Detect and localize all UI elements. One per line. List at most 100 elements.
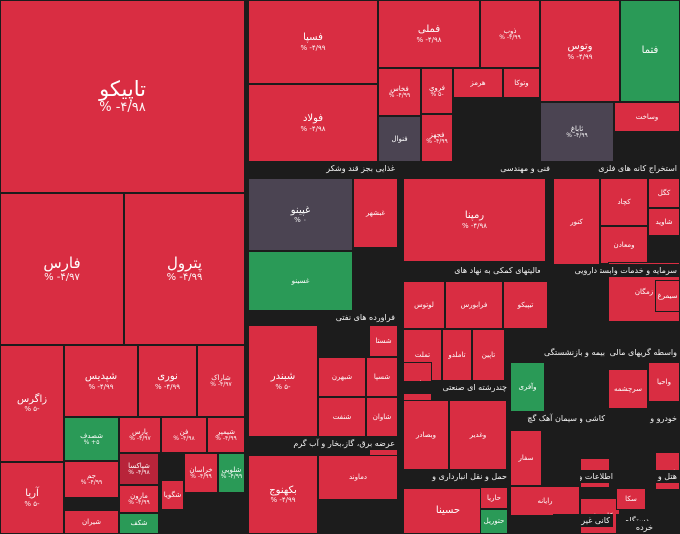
symbol-tile[interactable]: آریا% ۵-	[0, 462, 64, 534]
sector-header: سیمان آهک گچ	[510, 412, 580, 425]
symbol-tile[interactable]: تاپین	[472, 329, 505, 381]
symbol-change: % -۴/۹۹	[270, 496, 296, 505]
symbol-tile[interactable]: فرابورس	[445, 281, 503, 329]
symbol-tile[interactable]: رمپنا% -۴/۹۸	[403, 178, 546, 262]
symbol-tile[interactable]: شصدف% +۵	[64, 417, 119, 461]
symbol-name: حاریا	[487, 493, 501, 502]
symbol-name: نوری	[157, 371, 178, 383]
symbol-tile[interactable]: رایانه	[510, 486, 580, 516]
symbol-tile[interactable]: فتما	[620, 0, 680, 102]
symbol-tile[interactable]: حسینا	[403, 488, 493, 534]
symbol-change: % -۴/۹۸	[300, 124, 326, 133]
symbol-tile[interactable]: وتوس% -۴/۹۹	[540, 0, 620, 102]
symbol-tile[interactable]: شپدیس% -۴/۹۹	[64, 345, 138, 417]
symbol-change: % -۴/۹۹	[220, 472, 243, 480]
symbol-tile[interactable]: فارس% -۴/۹۷	[0, 193, 124, 345]
symbol-tile[interactable]: سکا	[616, 488, 646, 510]
symbol-tile[interactable]: فخاس% -۴/۹۹	[378, 68, 421, 116]
symbol-tile[interactable]: شیران	[64, 510, 119, 534]
symbol-tile[interactable]: زاگرس% ۵-	[0, 345, 64, 462]
symbol-tile[interactable]: شبهرن	[318, 357, 366, 397]
symbol-change: % -۴/۹۹	[215, 434, 237, 442]
symbol-tile[interactable]: ومعادن	[600, 226, 648, 264]
symbol-tile[interactable]: سیمرغ	[655, 280, 680, 312]
symbol-tile[interactable]: فولاد% -۴/۹۸	[248, 84, 378, 162]
sector-header: چندرشته ای صنعتی	[403, 381, 510, 394]
symbol-tile[interactable]: تاپیکو% -۴/۹۸	[0, 0, 245, 193]
symbol-tile[interactable]: وآفری	[510, 362, 545, 412]
symbol-change: % -۴/۹۸	[99, 100, 146, 116]
symbol-tile[interactable]: لوتوس	[403, 281, 445, 329]
symbol-name: تاپین	[481, 350, 496, 359]
symbol-tile[interactable]: کچاد	[600, 178, 648, 226]
symbol-change: % -۴/۹۹	[566, 131, 588, 139]
symbol-tile[interactable]: شسپا	[366, 357, 398, 397]
symbol-tile[interactable]: کنور	[553, 178, 600, 266]
symbol-change: % ۵-	[24, 499, 40, 508]
symbol-tile[interactable]: فسپا% -۴/۹۹	[248, 0, 378, 84]
symbol-tile[interactable]: شبندر% ۵-	[248, 325, 318, 437]
symbol-tile[interactable]: سفار	[510, 430, 542, 486]
symbol-tile[interactable]: شلوپی% -۴/۹۹	[218, 453, 245, 493]
symbol-name: شنفت	[332, 412, 352, 421]
symbol-tile[interactable]: نوری% -۴/۹۹	[138, 345, 197, 417]
symbol-tile[interactable]: شکف	[119, 513, 159, 534]
symbol-tile[interactable]: مارون% -۴/۹۹	[119, 485, 159, 513]
symbol-tile[interactable]: سرچشمه	[608, 369, 648, 409]
symbol-tile[interactable]: غبشهر	[353, 178, 398, 248]
symbol-tile[interactable]: وتوکا	[503, 68, 540, 98]
symbol-name: غپینو	[290, 204, 311, 216]
symbol-tile[interactable]: پترول% -۴/۹۹	[124, 193, 245, 345]
symbol-tile[interactable]: کگل	[648, 178, 680, 208]
symbol-tile[interactable]: فجهز% -۴/۹۹	[421, 114, 453, 162]
symbol-tile[interactable]: وغدیر	[449, 400, 507, 470]
symbol-name: شاوید	[655, 217, 673, 226]
symbol-tile[interactable]: وساخت	[614, 102, 680, 132]
symbol-name: شیمپر	[217, 427, 235, 436]
symbol-tile[interactable]: شگویا	[161, 480, 184, 510]
symbol-tile[interactable]: شاوید	[648, 208, 680, 236]
symbol-name: مارون	[130, 491, 148, 500]
symbol-name: کنور	[570, 217, 583, 226]
symbol-name: فملی	[417, 24, 441, 36]
symbol-name: شبندر	[270, 371, 296, 383]
sector-header: فراورده های نفتی	[248, 311, 398, 324]
symbol-tile[interactable]: خراسان% -۴/۹۹	[184, 453, 218, 493]
symbol-tile[interactable]: واحیا	[648, 362, 680, 402]
symbol-tile[interactable]: حتوریل	[480, 509, 508, 534]
symbol-tile[interactable]: تاملدو	[442, 329, 472, 381]
symbol-name: شسپا	[373, 372, 391, 381]
symbol-tile[interactable]: ذوب% -۴/۹۹	[480, 0, 540, 68]
symbol-tile[interactable]: غسینو	[248, 251, 353, 311]
symbol-tile[interactable]: بکهنوج% -۴/۹۹	[248, 455, 318, 534]
symbol-tile[interactable]: جم% -۴/۹۹	[64, 461, 119, 498]
symbol-tile[interactable]: شپاکسا% -۴/۹۸	[119, 453, 159, 485]
symbol-tile[interactable]: شستا	[369, 325, 398, 357]
symbol-tile[interactable]: دماوند	[318, 455, 398, 500]
symbol-name: فنوال	[391, 134, 408, 143]
symbol-name: پترول	[166, 253, 203, 272]
symbol-tile[interactable]: فنوال	[378, 116, 421, 162]
sector-header: استخراج کانه های فلزی	[553, 162, 680, 175]
symbol-name: آریا	[25, 488, 39, 500]
symbol-tile[interactable]: هرمز	[453, 68, 503, 98]
symbol-tile[interactable]: شیمپر% -۴/۹۹	[207, 417, 245, 453]
symbol-tile[interactable]: پارس% -۴/۹۷	[119, 417, 161, 453]
symbol-tile[interactable]: تیپیکو	[503, 281, 548, 329]
symbol-tile[interactable]: شاوان	[366, 397, 398, 437]
sector-header: فعالیتهای کمکی به نهاد های	[403, 264, 548, 277]
symbol-tile[interactable]: فن% -۴/۹۸	[161, 417, 207, 453]
symbol-name: تیپیکو	[517, 300, 534, 309]
symbol-tile[interactable]: فروی% ۵-	[421, 68, 453, 114]
symbol-tile[interactable]: فملی% -۴/۹۸	[378, 0, 480, 68]
symbol-tile[interactable]: وبصادر	[403, 400, 449, 470]
symbol-name: شگویا	[163, 490, 182, 499]
symbol-change: % -۴/۹۹	[128, 498, 150, 506]
symbol-tile[interactable]: شنفت	[318, 397, 366, 437]
symbol-name: واحیا	[657, 377, 671, 386]
symbol-tile[interactable]: شاراک% -۴/۹۷	[197, 345, 245, 417]
symbol-tile[interactable]: ثاباغ% -۴/۹۹	[540, 102, 614, 162]
symbol-tile[interactable]: غپینو% ۰	[248, 178, 353, 251]
symbol-tile[interactable]: حاریا	[480, 487, 508, 509]
symbol-name: تملت	[414, 350, 431, 359]
